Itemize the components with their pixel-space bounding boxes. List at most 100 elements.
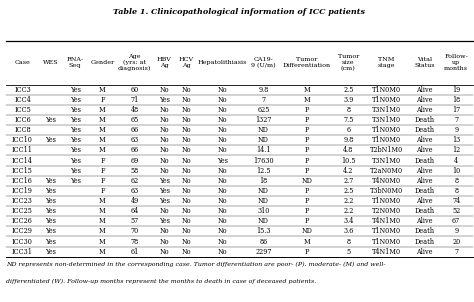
- Text: 86: 86: [259, 237, 268, 246]
- Text: 4.2: 4.2: [343, 167, 354, 175]
- Text: Death: Death: [414, 126, 434, 134]
- Text: 9.8: 9.8: [258, 86, 269, 94]
- Text: T2aN0M0: T2aN0M0: [370, 167, 403, 175]
- Text: 9: 9: [454, 126, 458, 134]
- Text: No: No: [182, 116, 191, 124]
- Text: ICC11: ICC11: [12, 146, 33, 154]
- Text: F: F: [100, 156, 105, 165]
- Text: Yes: Yes: [158, 177, 170, 185]
- Text: 2.5: 2.5: [343, 86, 354, 94]
- Text: ICC4: ICC4: [14, 96, 31, 104]
- Text: No: No: [218, 207, 227, 215]
- Text: 18: 18: [452, 96, 460, 104]
- Text: Yes: Yes: [45, 177, 56, 185]
- Text: T3bN0M0: T3bN0M0: [370, 187, 403, 195]
- Text: Tumor
Differentiation: Tumor Differentiation: [283, 57, 331, 68]
- Text: Yes: Yes: [45, 248, 56, 255]
- Text: P: P: [304, 187, 309, 195]
- Text: T1N0M0: T1N0M0: [372, 126, 401, 134]
- Text: No: No: [218, 248, 227, 255]
- Text: ICC30: ICC30: [12, 237, 33, 246]
- Text: 15.3: 15.3: [256, 227, 271, 235]
- Text: ICC3: ICC3: [14, 86, 31, 94]
- Text: Yes: Yes: [70, 116, 81, 124]
- Text: No: No: [182, 167, 191, 175]
- Text: 49: 49: [130, 197, 139, 205]
- Text: No: No: [218, 167, 227, 175]
- Text: ICC5: ICC5: [14, 106, 31, 114]
- Text: 7: 7: [454, 248, 458, 255]
- Text: No: No: [182, 146, 191, 154]
- Text: M: M: [99, 106, 106, 114]
- Text: 3.6: 3.6: [343, 227, 354, 235]
- Text: No: No: [159, 156, 169, 165]
- Text: No: No: [218, 197, 227, 205]
- Text: 62: 62: [130, 177, 139, 185]
- Text: T1N0M0: T1N0M0: [372, 227, 401, 235]
- Text: ICC25: ICC25: [12, 207, 33, 215]
- Text: F: F: [100, 167, 105, 175]
- Text: No: No: [182, 156, 191, 165]
- Text: T1N0M0: T1N0M0: [372, 197, 401, 205]
- Text: Alive: Alive: [416, 177, 433, 185]
- Text: P: P: [304, 217, 309, 225]
- Text: No: No: [218, 227, 227, 235]
- Text: M: M: [99, 136, 106, 144]
- Text: Yes: Yes: [70, 126, 81, 134]
- Text: No: No: [182, 106, 191, 114]
- Text: ICC8: ICC8: [14, 126, 31, 134]
- Text: ICC15: ICC15: [12, 167, 33, 175]
- Text: P: P: [304, 197, 309, 205]
- Text: Yes: Yes: [70, 177, 81, 185]
- Text: Alive: Alive: [416, 146, 433, 154]
- Text: Yes: Yes: [70, 156, 81, 165]
- Text: ICC10: ICC10: [12, 136, 33, 144]
- Text: 7: 7: [262, 96, 265, 104]
- Text: No: No: [159, 86, 169, 94]
- Text: ICC16: ICC16: [12, 177, 33, 185]
- Text: 1327: 1327: [255, 116, 272, 124]
- Text: T3N1M0: T3N1M0: [372, 106, 401, 114]
- Text: 12: 12: [452, 146, 460, 154]
- Text: Alive: Alive: [416, 217, 433, 225]
- Text: 3.4: 3.4: [343, 217, 354, 225]
- Text: ND: ND: [258, 217, 269, 225]
- Text: ND: ND: [258, 197, 269, 205]
- Text: 67: 67: [452, 217, 460, 225]
- Text: HBV
Ag: HBV Ag: [156, 57, 172, 68]
- Text: No: No: [218, 136, 227, 144]
- Text: Alive: Alive: [416, 167, 433, 175]
- Text: No: No: [218, 96, 227, 104]
- Text: Death: Death: [414, 227, 434, 235]
- Text: F: F: [100, 177, 105, 185]
- Text: T1N0M0: T1N0M0: [372, 86, 401, 94]
- Text: 60: 60: [130, 86, 139, 94]
- Text: No: No: [182, 126, 191, 134]
- Text: 66: 66: [130, 126, 139, 134]
- Text: 8: 8: [346, 237, 350, 246]
- Text: No: No: [182, 197, 191, 205]
- Text: 6: 6: [346, 126, 350, 134]
- Text: Yes: Yes: [158, 217, 170, 225]
- Text: 13: 13: [452, 136, 460, 144]
- Text: CA19-
9 (U/m): CA19- 9 (U/m): [251, 57, 276, 68]
- Text: No: No: [182, 136, 191, 144]
- Text: Yes: Yes: [45, 136, 56, 144]
- Text: P: P: [304, 248, 309, 255]
- Text: M: M: [99, 86, 106, 94]
- Text: Follow-
up
months: Follow- up months: [444, 54, 468, 71]
- Text: 7: 7: [454, 116, 458, 124]
- Text: 2.2: 2.2: [343, 207, 354, 215]
- Text: 4.8: 4.8: [343, 146, 354, 154]
- Text: 8: 8: [454, 187, 458, 195]
- Text: Alive: Alive: [416, 96, 433, 104]
- Text: Alive: Alive: [416, 86, 433, 94]
- Text: ICC6: ICC6: [14, 116, 31, 124]
- Text: P: P: [304, 136, 309, 144]
- Text: M: M: [99, 197, 106, 205]
- Text: P: P: [304, 167, 309, 175]
- Text: WES: WES: [43, 60, 58, 65]
- Text: differentiated (W). Follow-up months represent the months to death in case of de: differentiated (W). Follow-up months rep…: [6, 279, 316, 284]
- Text: 8: 8: [454, 177, 458, 185]
- Text: 61: 61: [130, 248, 139, 255]
